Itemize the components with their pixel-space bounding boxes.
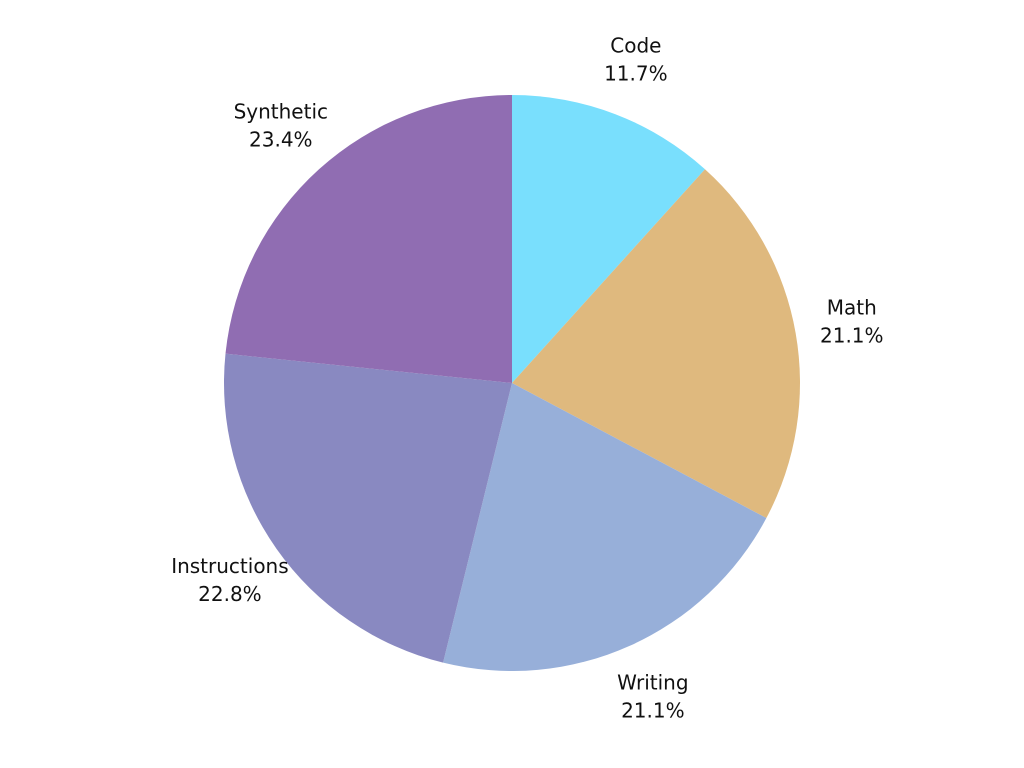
- pie-slice: [443, 383, 767, 671]
- slice-label: Writing: [617, 670, 688, 694]
- slice-label: Code: [610, 33, 661, 57]
- pie-slice: [225, 95, 512, 383]
- slice-label: Math: [827, 296, 877, 320]
- pie-slice: [223, 353, 512, 663]
- slice-value-label: 23.4%: [249, 127, 313, 151]
- slice-value-label: 21.1%: [621, 698, 685, 722]
- slice-label: Instructions: [171, 554, 288, 578]
- pie-slice: [512, 95, 706, 383]
- slice-value-label: 21.1%: [820, 324, 884, 348]
- pie-slice: [512, 169, 800, 519]
- slice-label: Synthetic: [234, 99, 328, 123]
- slice-value-label: 11.7%: [604, 61, 668, 85]
- slice-value-label: 22.8%: [198, 582, 262, 606]
